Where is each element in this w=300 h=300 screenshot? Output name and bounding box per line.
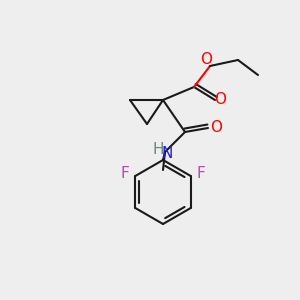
Text: O: O [200, 52, 212, 67]
Text: F: F [121, 167, 130, 182]
Text: F: F [196, 167, 205, 182]
Text: H: H [152, 142, 164, 158]
Text: O: O [214, 92, 226, 107]
Text: O: O [210, 119, 222, 134]
Text: N: N [161, 146, 173, 161]
